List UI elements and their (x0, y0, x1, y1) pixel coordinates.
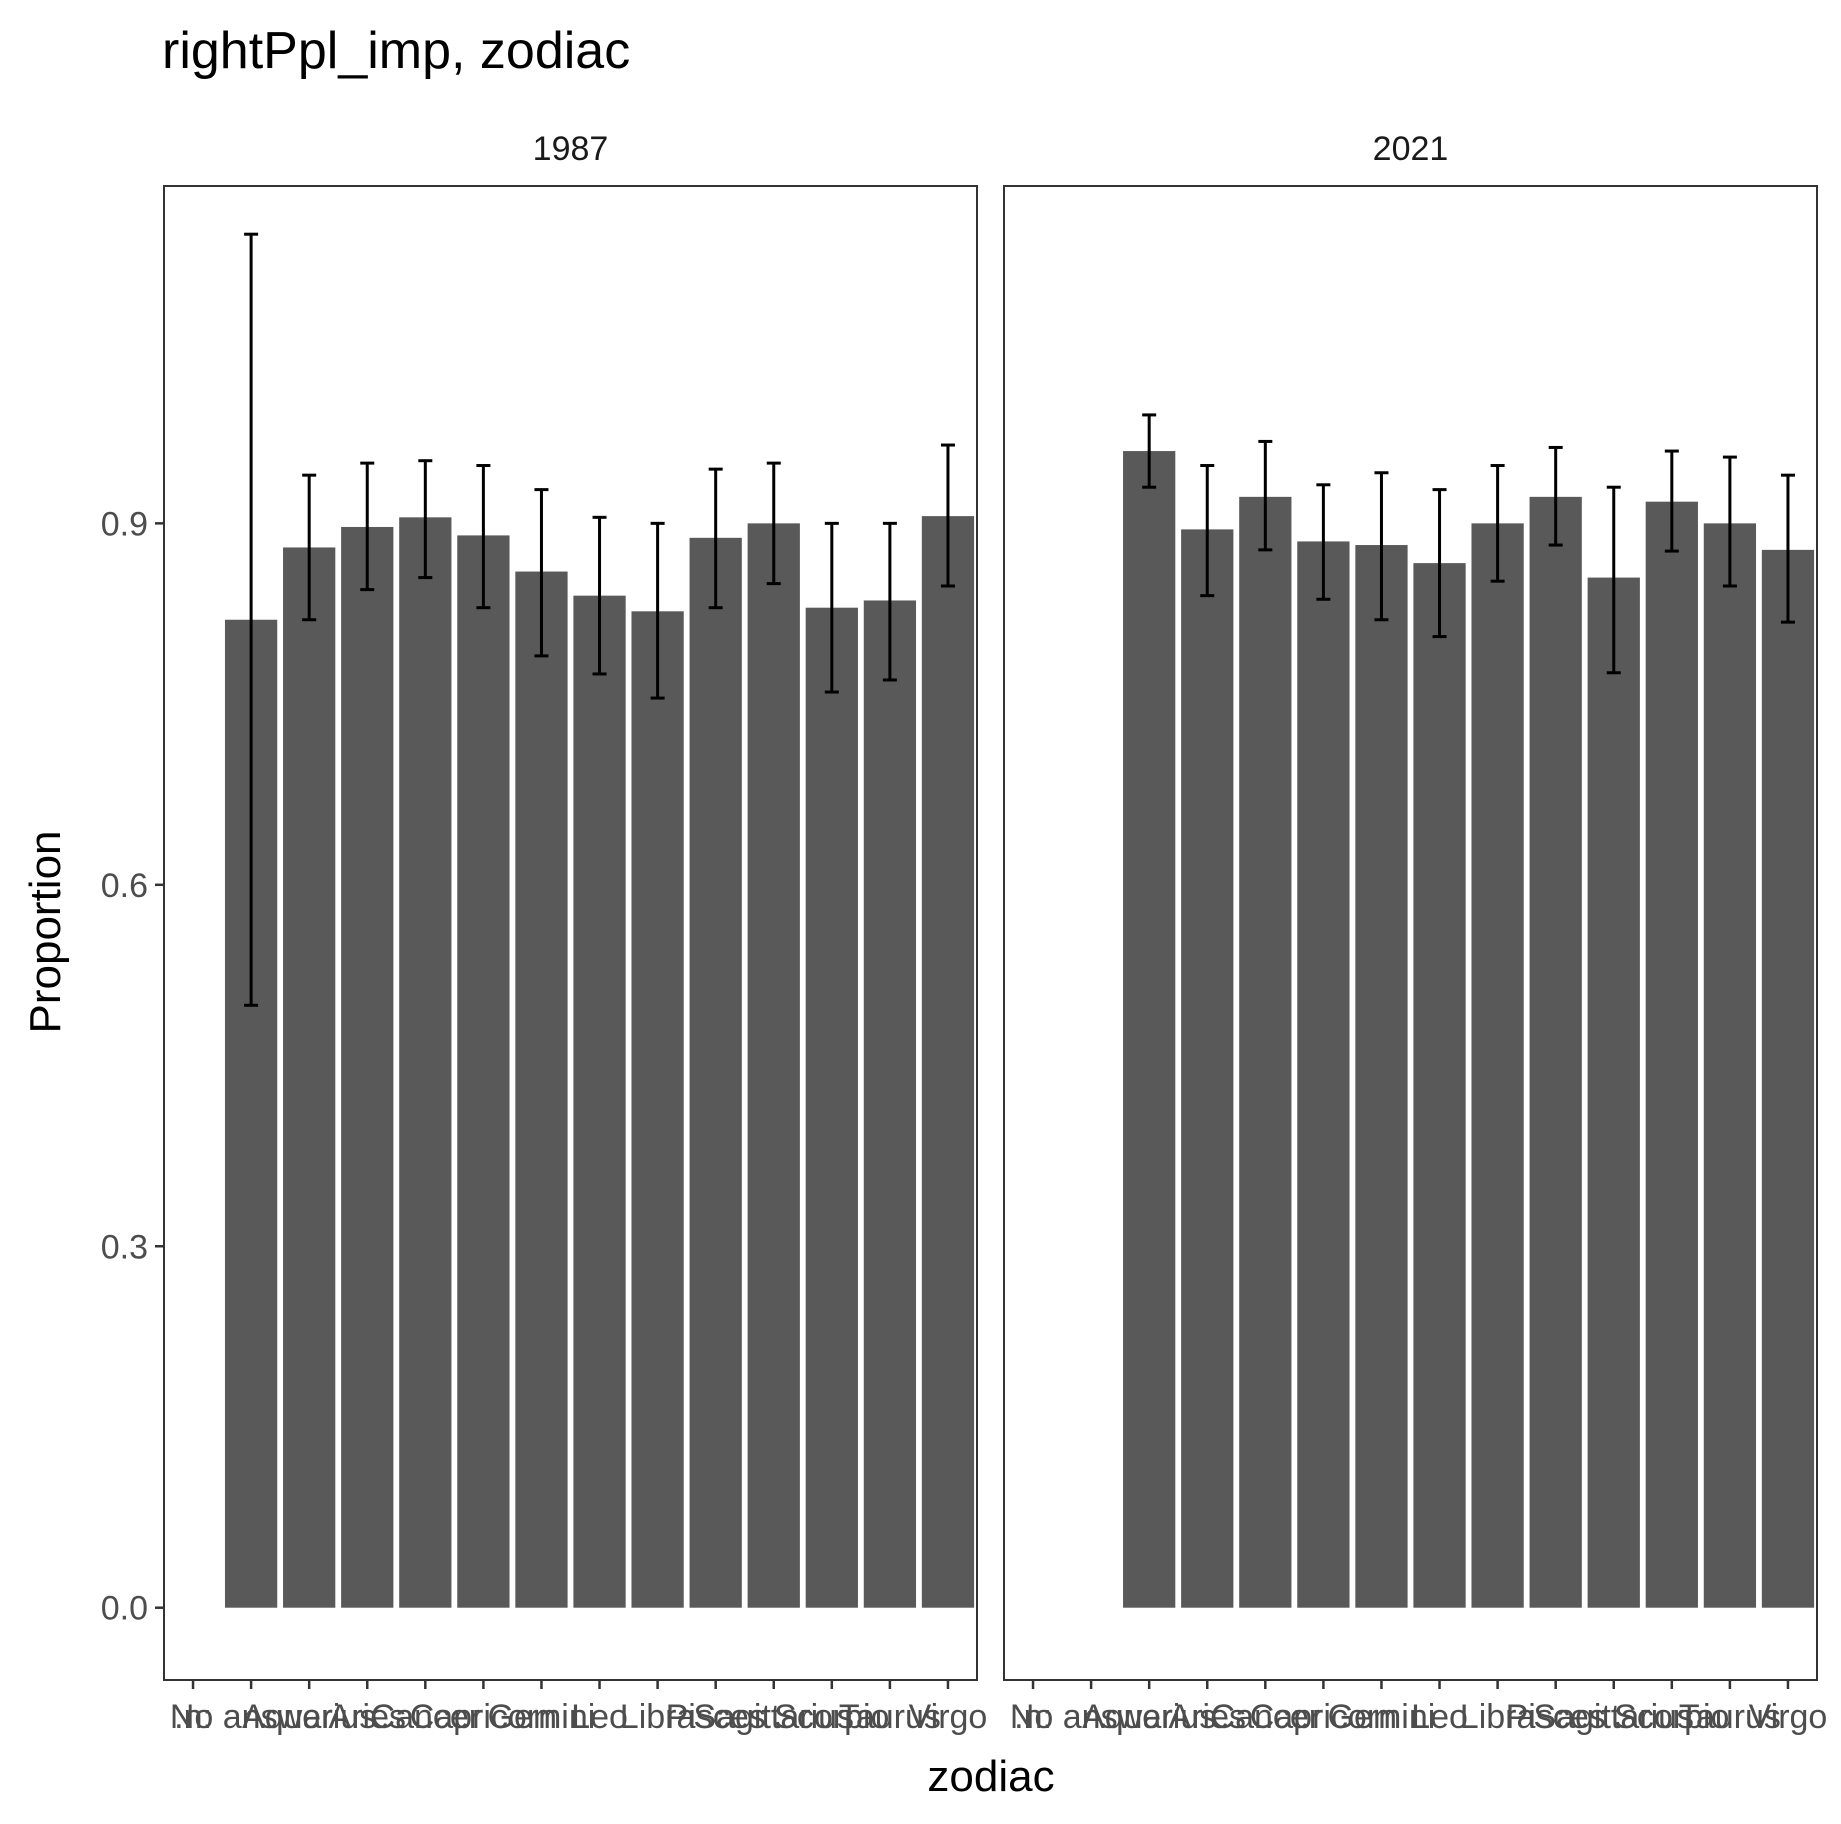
bar (1645, 501, 1698, 1608)
x-tick-label: Taurus (1679, 1698, 1781, 1736)
bar (515, 571, 568, 1608)
x-tick-label: Aquarius (242, 1698, 376, 1736)
bar (1297, 541, 1350, 1608)
x-tick-label: Cancer (371, 1698, 481, 1736)
x-tick-label: Leo (1411, 1698, 1468, 1736)
x-tick-label: Virgo (909, 1698, 988, 1736)
x-axis-title: zodiac (927, 1752, 1054, 1801)
panel-1987: 1987 .n:No answerAquariusAriesCancerCapri… (163, 130, 988, 1736)
x-tick-label: Cancer (1211, 1698, 1321, 1736)
x-tick-label: No answer (1010, 1698, 1173, 1736)
x-tick-label: Pisces (1506, 1698, 1606, 1736)
x-tick-label: Aries (329, 1698, 406, 1736)
chart-title: rightPpl_imp, zodiac (162, 22, 630, 80)
bar (1761, 549, 1815, 1608)
bar (1471, 523, 1524, 1608)
x-tick-label: Aquarius (1082, 1698, 1216, 1736)
bar (805, 607, 858, 1608)
bar (399, 517, 452, 1608)
bar (863, 600, 917, 1608)
x-tick-label: Taurus (839, 1698, 941, 1736)
panel-strip-label: 1987 (533, 130, 609, 168)
bar (631, 611, 684, 1608)
y-tick-label: 0.0 (101, 1590, 148, 1628)
y-axis-title: Proportion (21, 830, 70, 1033)
x-tick-label: Libra (1460, 1698, 1536, 1736)
bar (1529, 496, 1582, 1608)
panel-strip-label: 2021 (1373, 130, 1449, 168)
x-tick-label: Capricorn (1250, 1698, 1397, 1736)
x-tick-label: Aries (1169, 1698, 1246, 1736)
x-tick-label: Gemini (488, 1698, 596, 1736)
bar (1413, 563, 1466, 1608)
bar (1355, 545, 1408, 1608)
bar (689, 537, 742, 1608)
x-tick-label: Virgo (1749, 1698, 1828, 1736)
bar (1703, 523, 1757, 1608)
x-tick-label: Libra (620, 1698, 696, 1736)
bar (1123, 451, 1176, 1608)
x-tick-label: Scorpio (774, 1698, 889, 1736)
y-axis: 0.0 0.3 0.6 0.9 (101, 505, 164, 1628)
bar (1181, 529, 1234, 1608)
panels: 1987.n:No answerAquariusAriesCancerCapri… (163, 130, 1828, 1736)
x-tick-label: No answer (170, 1698, 333, 1736)
bar (341, 526, 394, 1608)
panel-border (1003, 185, 1818, 1681)
x-tick-label: Pisces (666, 1698, 766, 1736)
bar (573, 595, 626, 1608)
bar (1587, 577, 1640, 1608)
bar (921, 516, 975, 1608)
x-tick-label: Gemini (1328, 1698, 1436, 1736)
x-tick-label: Sagittarius (1533, 1698, 1694, 1736)
y-tick-label: 0.9 (101, 505, 148, 543)
x-tick-label: .n: (174, 1698, 212, 1736)
x-tick-label: Capricorn (410, 1698, 557, 1736)
x-tick-label: Sagittarius (693, 1698, 854, 1736)
panel-2021: 2021 .n:No answerAquariusAriesCancerCapri… (1003, 130, 1828, 1736)
bar (457, 535, 510, 1608)
bar (283, 547, 336, 1608)
bar (1239, 496, 1292, 1608)
x-tick-label: .n: (1014, 1698, 1052, 1736)
x-tick-label: Leo (571, 1698, 628, 1736)
panel-border (163, 185, 978, 1681)
y-tick-label: 0.3 (101, 1228, 148, 1266)
x-tick-label: Scorpio (1614, 1698, 1729, 1736)
bar (747, 523, 800, 1608)
y-tick-label: 0.6 (101, 867, 148, 905)
